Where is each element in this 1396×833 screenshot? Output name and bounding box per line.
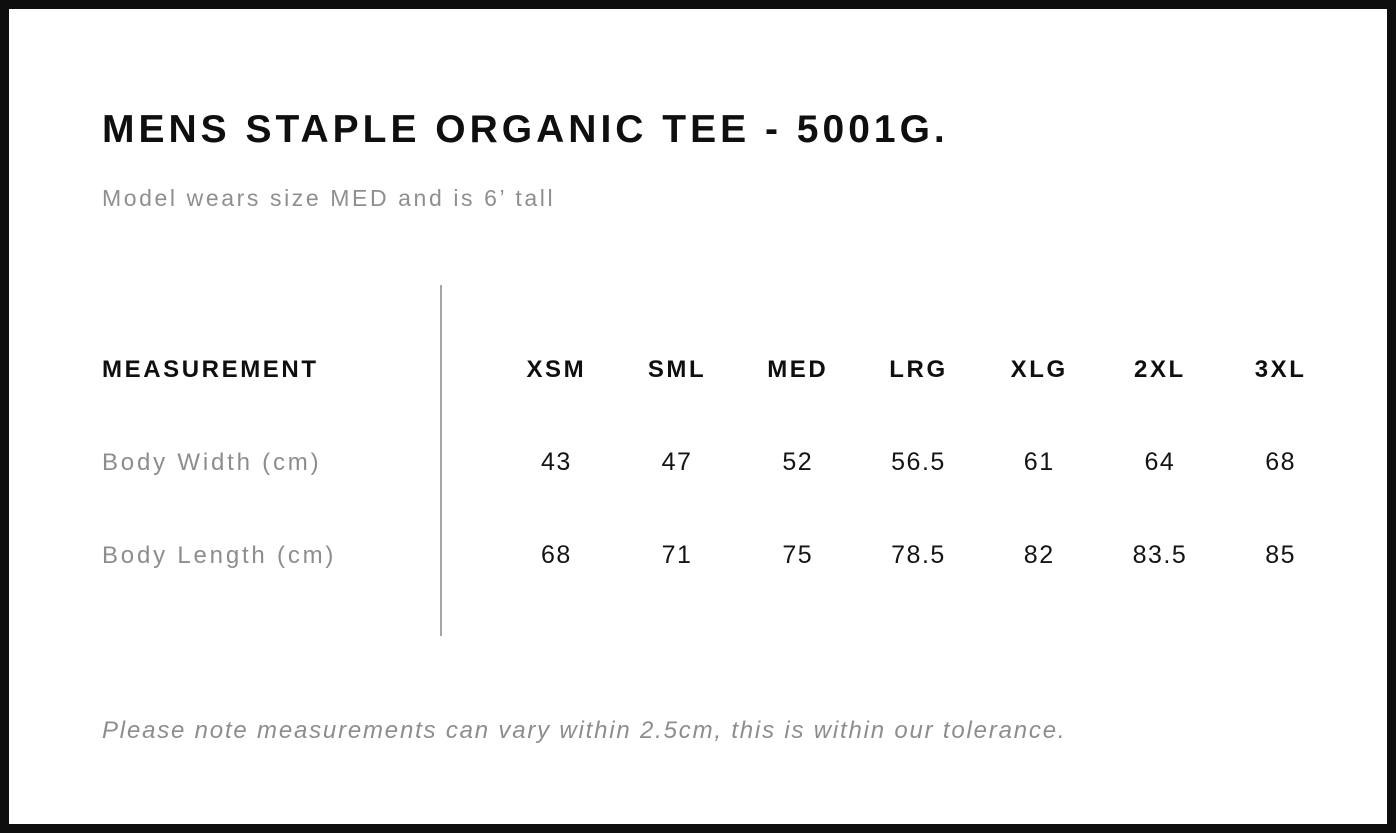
model-size-note: Model wears size MED and is 6’ tall (102, 185, 556, 211)
body-width-value-sml: 47 (661, 448, 693, 476)
size-column-header-xsm: XSM (526, 356, 587, 383)
size-column-header-3xl: 3XL (1254, 356, 1307, 383)
body-width-value-lrg: 56.5 (891, 448, 946, 476)
body-length-value-lrg: 78.5 (891, 541, 946, 569)
page-title: MENS STAPLE ORGANIC TEE - 5001G. (102, 108, 949, 151)
size-column-header-sml: SML (647, 356, 707, 383)
size-chart-table: MEASUREMENT XSM SML MED LRG XLG 2XL 3XL … (102, 357, 1341, 568)
size-column-header-xlg: XLG (1010, 356, 1068, 383)
body-length-value-xsm: 68 (540, 541, 572, 569)
body-width-value-med: 52 (782, 448, 814, 476)
body-width-value-3xl: 68 (1265, 448, 1297, 476)
body-width-value-2xl: 64 (1144, 448, 1176, 476)
row-label-body-width: Body Width (cm) (102, 449, 322, 476)
body-width-value-xlg: 61 (1023, 448, 1055, 476)
row-label-body-length: Body Length (cm) (102, 542, 337, 569)
body-length-value-xlg: 82 (1023, 541, 1055, 569)
size-column-header-lrg: LRG (889, 356, 948, 383)
measurement-column-header: MEASUREMENT (102, 356, 319, 383)
size-column-header-med: MED (767, 356, 829, 383)
body-length-value-3xl: 85 (1265, 541, 1297, 569)
vertical-divider (440, 285, 442, 636)
body-length-value-sml: 71 (661, 541, 693, 569)
body-length-value-2xl: 83.5 (1132, 541, 1188, 569)
body-length-value-med: 75 (782, 541, 814, 569)
body-width-value-xsm: 43 (540, 448, 572, 476)
size-column-header-2xl: 2XL (1134, 356, 1186, 383)
tolerance-note: Please note measurements can vary within… (102, 717, 1067, 744)
